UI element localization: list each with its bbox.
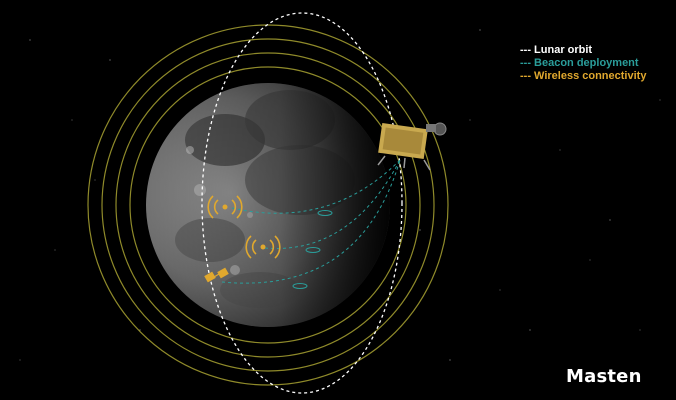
lander-spacecraft-icon [377, 122, 447, 171]
satellite-beacon-icon [204, 267, 229, 283]
lunar-orbit-path [201, 12, 403, 394]
legend-item-wireless-connectivity: --- Wireless connectivity [520, 70, 647, 82]
masten-logo: Masten [566, 366, 642, 387]
legend: --- Lunar orbit --- Beacon deployment --… [520, 44, 646, 83]
moon-image [146, 83, 390, 327]
legend-item-lunar-orbit: --- Lunar orbit [520, 44, 593, 56]
wifi-beacon-icon [245, 235, 281, 259]
wifi-beacon-icon [207, 195, 243, 219]
beacon-capsules [292, 210, 333, 289]
legend-item-beacon-deployment: --- Beacon deployment [520, 57, 639, 69]
star-field [19, 29, 661, 361]
beacon-deployment-paths [221, 159, 401, 284]
